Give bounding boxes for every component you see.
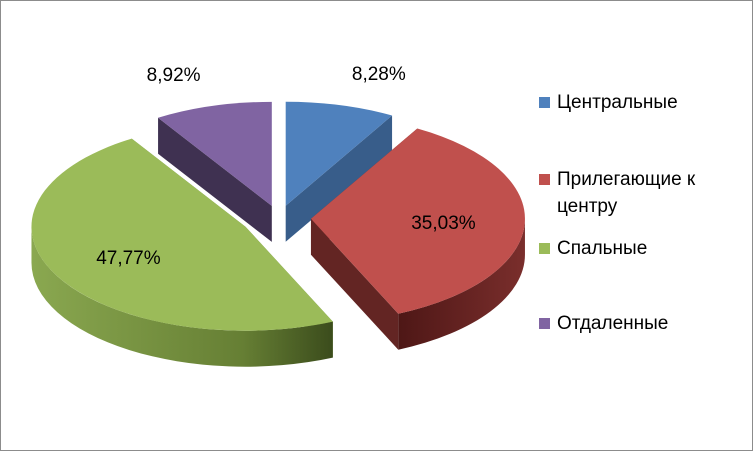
legend-swatch-remote [539, 318, 550, 329]
pie-slice-remote [158, 101, 272, 242]
pie-slice-wall-central-end [285, 115, 393, 242]
legend-swatch-central [539, 97, 550, 108]
pie-slice-adjacent [310, 128, 525, 350]
legend-item-adjacent: Прилегающие к центру [539, 166, 695, 220]
pie-slice-top-adjacent [310, 128, 525, 314]
pie-chart: 8,28% 8,92% 35,03% 47,77% [31, 64, 525, 367]
legend-item-central: Центральные [539, 89, 678, 116]
pie-slice-side-adjacent [398, 218, 525, 350]
pie-slice-wall-remote-start [158, 117, 272, 242]
data-label-adjacent: 35,03% [411, 213, 476, 234]
pie-slice-top-residential [31, 138, 333, 331]
pie-slice-top-central [285, 101, 393, 206]
pie-slice-top-remote [158, 101, 272, 206]
data-label-central: 8,28% [352, 64, 406, 85]
legend-swatch-adjacent [539, 174, 550, 185]
legend-label-central: Центральные [557, 92, 678, 113]
legend-label-adjacent: Прилегающие к центру [557, 169, 696, 217]
legend-item-remote: Отдаленные [539, 310, 668, 337]
pie-slice-side-residential [31, 226, 333, 367]
pie-slice-residential [31, 138, 333, 367]
pie-slice-wall-adjacent-end [310, 218, 399, 350]
legend-label-remote: Отдаленные [557, 313, 669, 334]
legend-item-residential: Спальные [539, 235, 647, 262]
legend-swatch-residential [539, 243, 550, 254]
pie-slice-central [285, 101, 393, 242]
data-label-remote: 8,92% [147, 65, 201, 86]
legend-label-residential: Спальные [557, 238, 648, 259]
data-label-residential: 47,77% [96, 248, 161, 269]
